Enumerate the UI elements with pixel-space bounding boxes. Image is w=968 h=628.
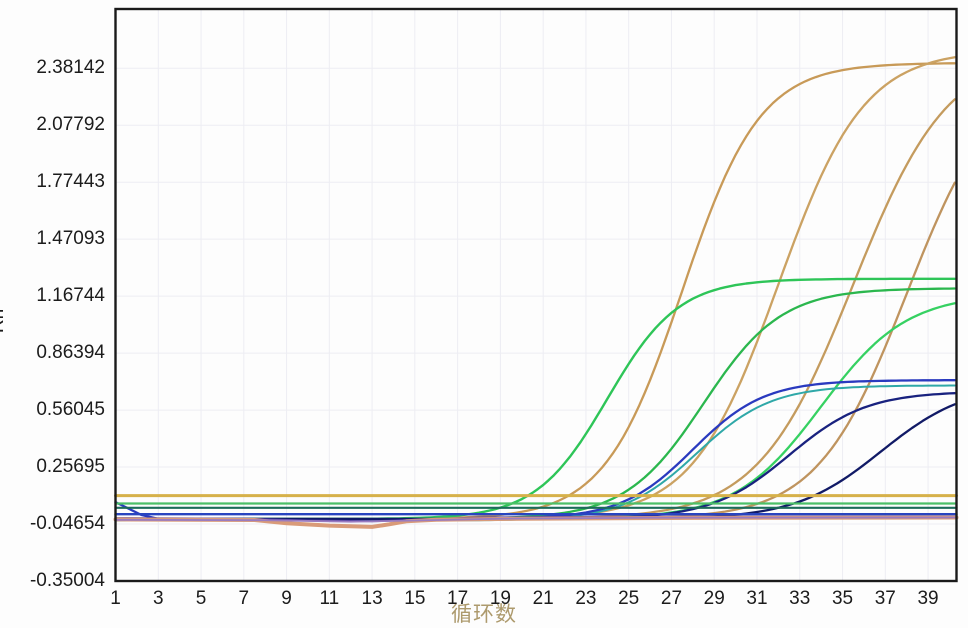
x-tick-label: 37 [874, 588, 896, 609]
y-tick-label: 2.07792 [36, 114, 105, 136]
y-tick-label: 1.16744 [36, 285, 105, 307]
y-tick-label: 1.47093 [36, 228, 105, 250]
y-axis-label: Rn [0, 308, 9, 334]
x-tick-label: 23 [575, 588, 597, 609]
amplification-curve-blue-1 [114, 379, 956, 521]
y-tick-label: 0.86394 [36, 342, 105, 364]
amplification-curve-green-3 [114, 302, 956, 521]
x-tick-label: 1 [110, 588, 121, 609]
x-tick-label: 31 [746, 588, 768, 609]
x-tick-label: 19 [489, 588, 511, 609]
x-tick-label: 29 [703, 588, 725, 609]
y-tick-label: -0.35004 [29, 570, 105, 591]
x-tick-label: 9 [281, 588, 292, 609]
x-tick-label: 17 [447, 588, 469, 609]
amplification-curve-green-2 [114, 287, 956, 521]
x-tick-label: 27 [660, 588, 683, 609]
x-axis-label: 循环数 [451, 603, 517, 626]
baseline-curve-violet [114, 516, 958, 523]
amplification-curve-navy-3 [114, 403, 956, 521]
y-tick-label: 1.77443 [36, 171, 105, 193]
x-tick-label: 5 [195, 588, 207, 609]
x-tick-label: 35 [831, 588, 854, 609]
amplification-curve-navy-2 [114, 392, 956, 521]
x-tick-label: 39 [917, 588, 939, 609]
plot-border [114, 7, 958, 583]
amplification-curve-green-1 [114, 277, 956, 521]
y-tick-label: 0.25695 [36, 456, 105, 478]
y-tick-label: -0.04654 [29, 513, 105, 535]
y-tick-label: 0.56045 [36, 399, 105, 421]
x-tick-label: 25 [618, 588, 640, 609]
x-tick-label: 15 [404, 588, 426, 609]
x-tick-label: 7 [238, 588, 250, 609]
x-tick-label: 13 [361, 588, 383, 609]
x-tick-label: 11 [319, 588, 340, 609]
x-tick-label: 21 [532, 588, 554, 609]
amplification-curve-orange-2 [114, 56, 956, 521]
y-tick-label: 2.38142 [36, 57, 105, 79]
x-tick-label: 33 [789, 588, 811, 609]
x-tick-label: 3 [152, 588, 164, 609]
amplification-curve-orange-4 [114, 181, 956, 521]
